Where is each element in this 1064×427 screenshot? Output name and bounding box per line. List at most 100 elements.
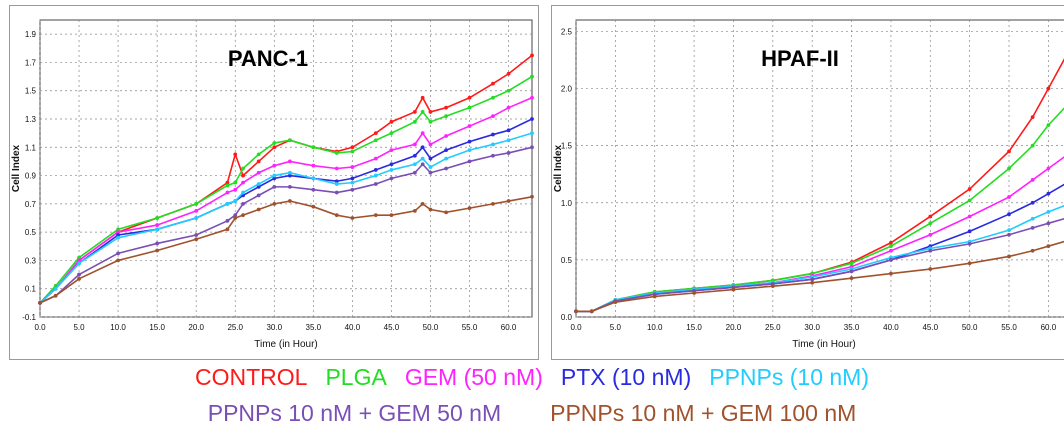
data-point bbox=[412, 209, 417, 213]
chart-panc1: 0.0 5.0 10.0 15.0 20.0 25.0 30.0 35.0 40.0 45.0 50… bbox=[11, 19, 534, 350]
legend-item-ppnps-10: PPNPs (10 nM) bbox=[709, 364, 869, 390]
data-point bbox=[589, 309, 594, 314]
x-tick-label: 25.0 bbox=[765, 323, 781, 332]
data-point bbox=[373, 173, 378, 178]
data-point bbox=[1030, 115, 1035, 119]
data-point bbox=[256, 207, 261, 212]
data-point bbox=[288, 173, 292, 178]
data-point bbox=[810, 280, 815, 285]
data-point bbox=[506, 71, 511, 76]
data-point bbox=[1007, 232, 1011, 237]
data-point bbox=[116, 258, 120, 263]
data-point bbox=[233, 187, 238, 192]
data-point bbox=[428, 142, 433, 147]
data-point bbox=[350, 145, 355, 150]
data-point bbox=[225, 201, 230, 206]
data-point bbox=[233, 213, 238, 218]
x-tick-label: 50.0 bbox=[423, 323, 439, 332]
data-point bbox=[194, 201, 199, 206]
x-tick-label: 55.0 bbox=[462, 323, 478, 332]
data-point bbox=[311, 204, 316, 209]
x-axis-label: Time (in Hour) bbox=[792, 339, 856, 350]
data-point bbox=[288, 199, 292, 203]
data-point bbox=[889, 257, 893, 262]
data-point bbox=[256, 170, 261, 175]
data-point bbox=[1046, 191, 1051, 196]
data-point bbox=[1007, 254, 1011, 259]
data-point bbox=[77, 258, 81, 263]
data-point bbox=[491, 142, 495, 147]
data-point bbox=[506, 128, 511, 133]
data-point bbox=[53, 286, 58, 291]
data-point bbox=[116, 230, 120, 235]
x-tick-label: 20.0 bbox=[726, 323, 742, 332]
data-point bbox=[373, 138, 378, 143]
data-point bbox=[194, 233, 199, 237]
y-tick-label: 1.0 bbox=[561, 199, 573, 208]
data-point bbox=[1030, 226, 1035, 230]
chart-hpaf2: 0.0 5.0 10.0 15.0 20.0 25.0 30.0 35.0 40.0 45.0 50… bbox=[553, 19, 1064, 350]
data-point bbox=[1007, 195, 1011, 199]
y-tick-label: 2.5 bbox=[561, 27, 573, 36]
data-point bbox=[233, 180, 238, 185]
legend-row-1: CONTROL PLGA GEM (50 nM) PTX (10 nM) PPNPs (… bbox=[0, 364, 1064, 391]
data-point bbox=[849, 261, 854, 266]
data-point bbox=[272, 145, 277, 150]
data-point bbox=[225, 183, 230, 188]
legend-item-gem-50: GEM (50 nM) bbox=[404, 364, 543, 390]
data-point bbox=[116, 251, 120, 256]
x-tick-label: 55.0 bbox=[1001, 323, 1017, 332]
data-point bbox=[272, 173, 277, 178]
y-tick-label: 0.9 bbox=[25, 172, 37, 181]
data-point bbox=[155, 216, 160, 220]
data-point bbox=[1007, 149, 1011, 154]
x-tick-label: 40.0 bbox=[883, 323, 899, 332]
data-point bbox=[444, 134, 448, 138]
data-point bbox=[491, 95, 495, 100]
data-point bbox=[928, 221, 933, 226]
data-point bbox=[373, 131, 378, 136]
x-tick-label: 30.0 bbox=[266, 323, 282, 332]
data-point bbox=[225, 190, 230, 195]
data-point bbox=[810, 277, 815, 282]
data-point bbox=[1046, 123, 1051, 127]
data-point bbox=[428, 156, 433, 161]
data-point bbox=[225, 180, 230, 185]
data-point bbox=[311, 176, 316, 181]
data-point bbox=[116, 227, 120, 232]
series-ppnps-10-nm-gem-100-nm bbox=[38, 194, 534, 305]
legend-item-plga: PLGA bbox=[325, 364, 387, 390]
data-point bbox=[428, 207, 433, 212]
data-point bbox=[77, 276, 81, 281]
data-point bbox=[1030, 200, 1035, 205]
data-point bbox=[467, 95, 472, 100]
y-axis-label: Cell Index bbox=[11, 144, 22, 192]
data-point bbox=[38, 300, 42, 305]
data-point bbox=[256, 182, 261, 186]
data-point bbox=[241, 166, 245, 171]
data-point bbox=[412, 170, 417, 175]
data-point bbox=[444, 105, 448, 110]
data-point bbox=[155, 241, 160, 246]
y-tick-label: 0.3 bbox=[25, 256, 37, 265]
x-tick-label: 15.0 bbox=[149, 323, 165, 332]
data-point bbox=[194, 237, 199, 242]
x-tick-label: 15.0 bbox=[686, 323, 702, 332]
data-point bbox=[1030, 216, 1035, 221]
data-point bbox=[1007, 166, 1011, 171]
data-point bbox=[889, 271, 893, 276]
data-point bbox=[928, 248, 933, 253]
plot-area bbox=[39, 19, 533, 318]
y-tick-label: 1.7 bbox=[25, 58, 37, 67]
legend-item-control: CONTROL bbox=[195, 364, 308, 390]
series-gem-50-nm bbox=[38, 95, 534, 305]
data-point bbox=[928, 214, 933, 219]
data-point bbox=[412, 142, 417, 147]
data-point bbox=[256, 193, 261, 198]
data-point bbox=[530, 194, 534, 199]
data-point bbox=[467, 159, 472, 164]
data-point bbox=[420, 95, 425, 100]
data-point bbox=[256, 152, 261, 157]
data-point bbox=[506, 199, 511, 203]
y-tick-label: 2.0 bbox=[561, 85, 573, 94]
